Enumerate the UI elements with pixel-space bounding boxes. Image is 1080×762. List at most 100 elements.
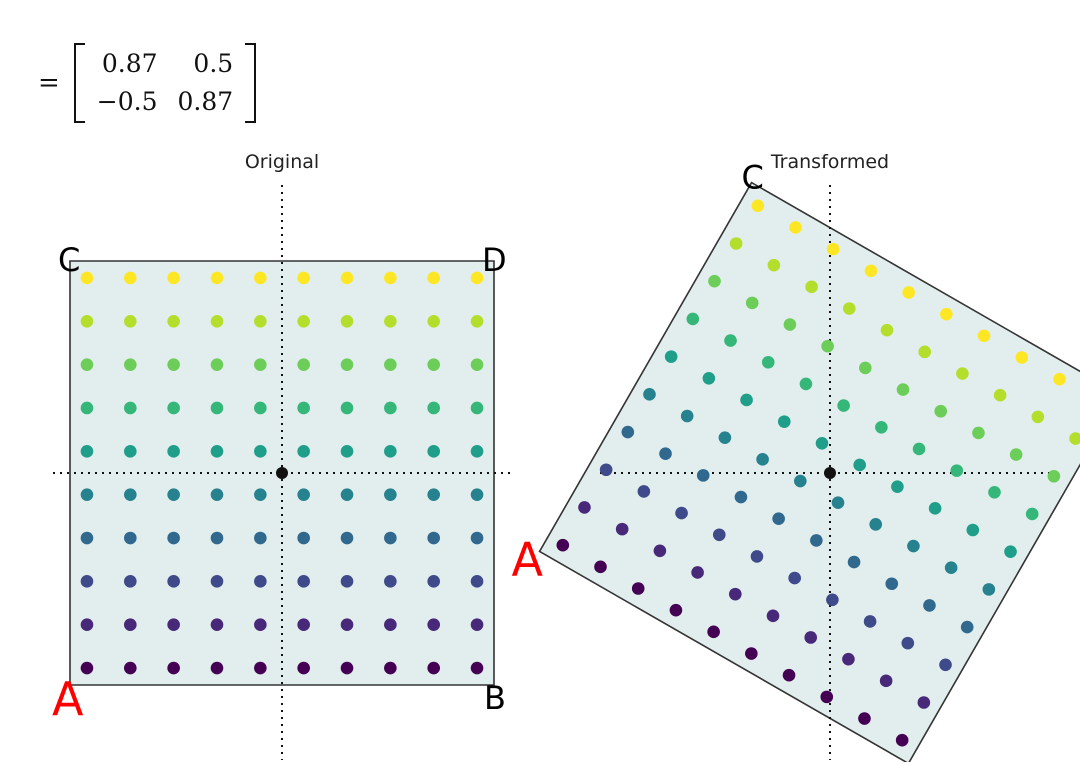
grid-point [1047,469,1061,483]
grid-point [804,631,818,644]
grid-point [297,575,310,588]
grid-point [80,315,94,328]
grid-point [680,409,694,423]
grid-point [751,199,765,213]
grid-point [599,463,613,477]
grid-point [988,485,1001,499]
grid-point [740,393,753,407]
transformed-plot-title: Transformed [770,151,890,173]
grid-point [1004,545,1017,558]
matrix-cell: 0.5 [193,49,234,78]
grid-point [384,271,397,285]
grid-point [297,271,310,285]
grid-point [772,512,785,526]
grid-point [124,358,137,371]
grid-point [124,531,137,545]
grid-point [578,501,591,514]
grid-point [124,401,137,415]
grid-point [340,271,354,285]
grid-point [210,618,224,631]
grid-point [167,618,180,631]
grid-point [631,582,645,595]
grid-point [960,620,974,634]
origin-point [276,467,288,479]
grid-point [124,271,137,285]
grid-point [124,661,137,675]
grid-point [1009,448,1023,461]
grid-point [782,668,796,682]
grid-point [718,431,732,444]
grid-point [950,464,964,477]
grid-point [384,488,397,501]
grid-point [977,329,991,343]
matrix-row: 0.87 0.5 [87,45,243,83]
grid-point [756,453,769,466]
grid-point [384,531,397,545]
grid-point [621,425,635,439]
matrix-cell: 0.87 [101,49,158,78]
corner-label-c: C [742,159,764,197]
grid-point [384,358,397,371]
grid-point [297,618,310,631]
grid-point [470,315,484,328]
grid-point [427,488,440,501]
grid-point [594,560,607,574]
grid-point [826,593,839,607]
grid-point [340,315,354,328]
grid-point [993,388,1007,402]
grid-point [254,401,267,415]
grid-point [615,522,629,536]
grid-point [745,296,759,310]
grid-point [745,647,758,660]
grid-point [885,577,899,591]
corner-label-a: A [52,672,84,726]
grid-point [124,445,137,458]
grid-point [788,571,801,585]
grid-point [427,445,440,458]
grid-point [470,358,484,371]
grid-point [805,280,818,294]
grid-point [810,534,823,547]
grid-point [167,315,180,328]
grid-point [470,445,484,458]
grid-point [696,469,710,482]
grid-point [686,312,700,326]
grid-point [80,575,94,588]
grid-point [826,242,840,256]
grid-point [210,271,224,285]
grid-point [750,550,764,563]
grid-point [254,315,267,328]
grid-point [901,636,915,650]
grid-point [167,575,180,588]
grid-point [297,531,310,545]
grid-point [254,445,267,458]
grid-point [210,488,224,501]
grid-point [1069,432,1080,445]
grid-point [80,488,94,501]
grid-point [427,271,440,285]
grid-point [728,587,742,601]
grid-point [675,506,688,520]
grid-point [859,361,872,375]
grid-point [637,485,651,498]
grid-point [167,401,180,415]
matrix-table: 0.87 0.5 −0.5 0.87 [87,45,243,121]
grid-point [653,544,667,558]
grid-point [470,401,484,415]
grid-point [80,401,94,415]
grid-point [340,445,354,458]
grid-point [799,377,813,391]
grid-point [254,618,267,631]
grid-point [340,661,354,675]
grid-point [210,445,224,458]
grid-point [80,445,94,458]
grid-point [297,445,310,458]
grid-point [669,603,683,617]
grid-point [297,488,310,501]
grid-point [858,712,871,725]
grid-point [837,399,850,412]
original-plot-title: Original [244,151,320,173]
